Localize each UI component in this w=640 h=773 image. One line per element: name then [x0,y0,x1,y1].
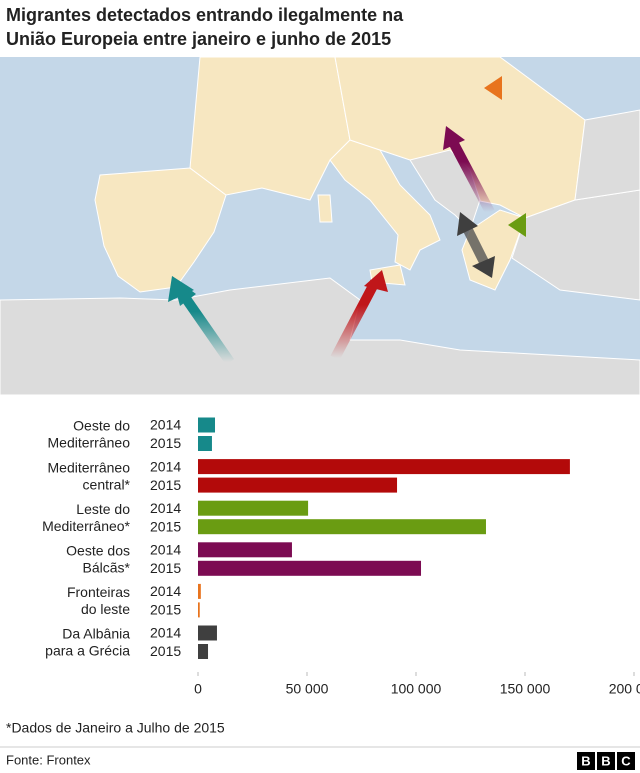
year-label: 2015 [150,477,181,493]
bar [198,542,292,558]
bar [198,519,486,535]
category-label: Fronteiras [67,584,130,600]
x-tick-label: 100 000 [391,681,442,697]
footnote: *Dados de Janeiro a Julho de 2015 [6,720,225,736]
bar [198,625,217,641]
logo-box [617,752,635,770]
category-label: Oeste do [73,418,130,434]
category-label: Mediterrâneo [48,459,131,475]
category-label: Oeste dos [66,543,130,559]
map [0,56,640,396]
logo-letter: B [581,753,590,768]
bar [198,644,209,659]
logo-box [577,752,595,770]
bar [198,417,216,433]
source: Fonte: Frontex [6,752,91,767]
bar [198,560,422,576]
year-label: 2015 [150,560,181,576]
category-label: para a Grécia [45,643,130,659]
year-label: 2015 [150,435,181,451]
year-label: 2014 [150,625,181,641]
year-label: 2015 [150,643,181,659]
category-label: Leste do [76,501,130,517]
x-tick-label: 200 000 [609,681,640,697]
year-label: 2014 [150,417,181,433]
logo-letter: B [601,753,610,768]
category-label: central* [83,476,131,492]
category-label: Bálcãs* [83,560,131,576]
category-label: Da Albânia [62,626,130,642]
category-label: Mediterrâneo [48,435,131,451]
year-label: 2015 [150,602,181,618]
year-label: 2014 [150,583,181,599]
bar [198,602,200,618]
x-tick-label: 50 000 [286,681,329,697]
bar [198,583,201,599]
bar [198,477,398,493]
category-label: do leste [81,601,130,617]
bar [198,500,309,516]
year-label: 2014 [150,542,181,558]
title-line: União Europeia entre janeiro e junho de … [6,29,391,49]
x-tick-label: 0 [194,681,202,697]
logo-letter: C [621,753,631,768]
bar [198,436,212,451]
x-tick-label: 150 000 [500,681,551,697]
logo-box [597,752,615,770]
bar-chart: Oeste doMediterrâneo20142015Mediterrâneo… [42,417,640,697]
year-label: 2014 [150,458,181,474]
category-label: Mediterrâneo* [42,518,130,534]
bar [198,459,570,475]
year-label: 2014 [150,500,181,516]
title-line: Migrantes detectados entrando ilegalment… [6,5,404,25]
year-label: 2015 [150,518,181,534]
